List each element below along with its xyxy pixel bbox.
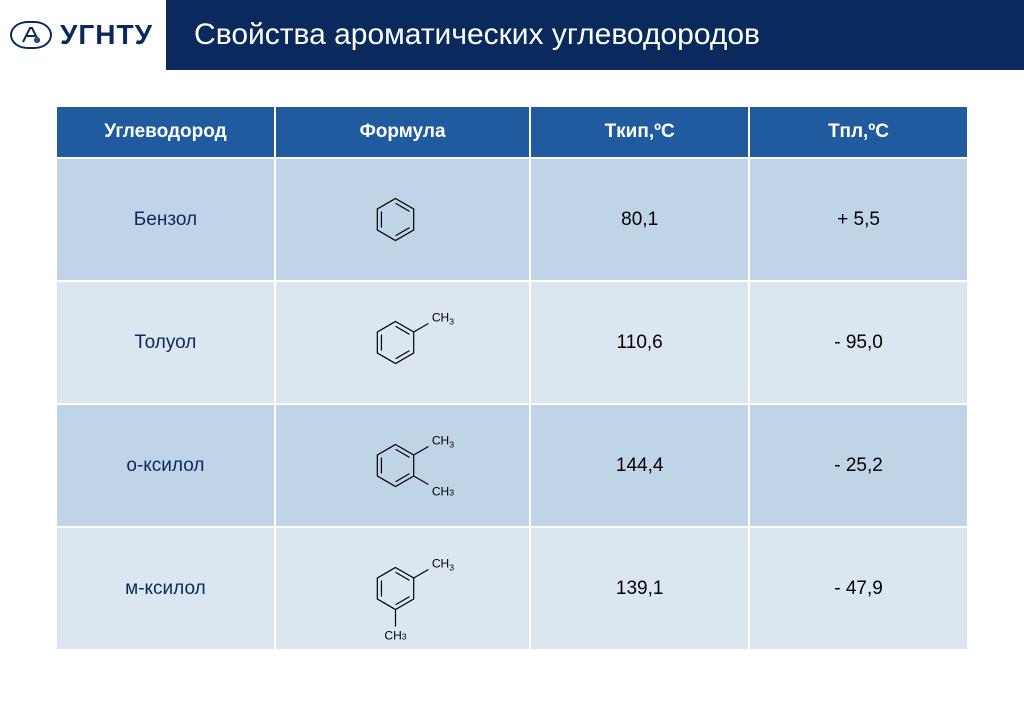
- header: УГНТУ Свойства ароматических углеводород…: [0, 0, 1024, 70]
- table-row: м-ксилол CH3 CH3 139,1- 47,9: [56, 527, 968, 650]
- page-title: Свойства ароматических углеводородов: [163, 0, 1024, 70]
- col-header: Tкип,ºС: [530, 106, 749, 158]
- tpl-value: + 5,5: [749, 158, 968, 281]
- col-header: Углеводород: [56, 106, 275, 158]
- compound-name: Бензол: [56, 158, 275, 281]
- svg-text:CH3: CH3: [431, 557, 453, 573]
- properties-table: Углеводород Формула Tкип,ºС Тпл,ºС Бензо…: [55, 105, 969, 651]
- tpl-value: - 95,0: [749, 281, 968, 404]
- compound-name: Толуол: [56, 281, 275, 404]
- tpl-value: - 47,9: [749, 527, 968, 650]
- tkip-value: 110,6: [530, 281, 749, 404]
- svg-text:CH3: CH3: [431, 311, 453, 327]
- tkip-value: 139,1: [530, 527, 749, 650]
- col-header: Тпл,ºС: [749, 106, 968, 158]
- compound-structure: [275, 158, 530, 281]
- compound-structure: CH3 CH3: [275, 404, 530, 527]
- compound-structure: CH3 CH3: [275, 527, 530, 650]
- content: Углеводород Формула Tкип,ºС Тпл,ºС Бензо…: [0, 70, 1024, 651]
- compound-name: м-ксилол: [56, 527, 275, 650]
- tkip-value: 80,1: [530, 158, 749, 281]
- svg-text:CH3: CH3: [384, 628, 406, 641]
- col-header: Формула: [275, 106, 530, 158]
- logo-text: УГНТУ: [60, 19, 153, 51]
- compound-name: о-ксилол: [56, 404, 275, 527]
- table-row: о-ксилол CH3 CH3 144,4- 25,2: [56, 404, 968, 527]
- table-row: Бензол 80,1+ 5,5: [56, 158, 968, 281]
- svg-text:CH3: CH3: [431, 484, 453, 498]
- svg-text:CH3: CH3: [431, 434, 453, 450]
- table-header-row: Углеводород Формула Tкип,ºС Тпл,ºС: [56, 106, 968, 158]
- tpl-value: - 25,2: [749, 404, 968, 527]
- table-row: Толуол CH3 110,6- 95,0: [56, 281, 968, 404]
- compound-structure: CH3: [275, 281, 530, 404]
- logo-icon: [10, 21, 52, 49]
- tkip-value: 144,4: [530, 404, 749, 527]
- logo-block: УГНТУ: [0, 0, 163, 70]
